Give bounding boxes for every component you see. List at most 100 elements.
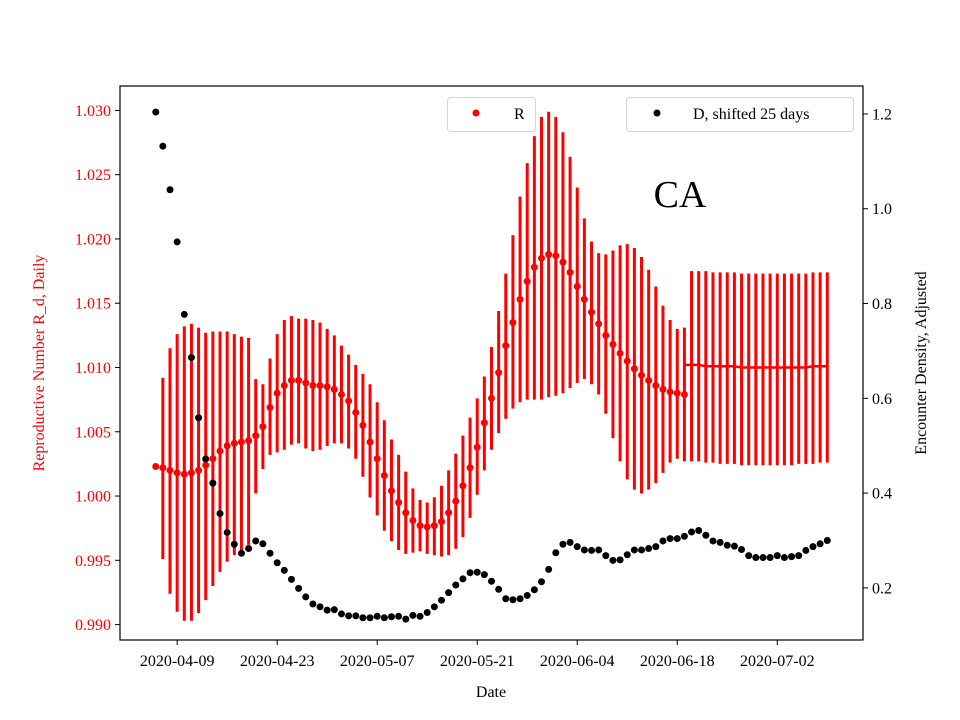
left-y-axis: 0.990 0.995 1.000 1.005 1.010 1.015 1.020 1.025… — [75, 103, 120, 634]
r-point — [430, 522, 438, 530]
d-point — [480, 571, 488, 579]
d-point — [180, 310, 188, 318]
right-y-axis: 0.2 0.4 0.6 0.8 1.0 1.2 — [863, 106, 892, 597]
d-point — [802, 546, 810, 554]
r-point — [266, 403, 274, 411]
d-point — [195, 414, 203, 422]
d-point — [345, 612, 353, 620]
left-y-tick-label: 1.015 — [75, 296, 111, 313]
d-point — [823, 536, 831, 544]
plot-marks — [152, 108, 831, 623]
r-point — [323, 383, 331, 391]
r-point — [187, 469, 195, 477]
r-point — [166, 466, 174, 474]
r-point — [173, 469, 181, 477]
x-tick-label: 2020-07-02 — [740, 653, 815, 670]
d-point — [652, 543, 660, 551]
d-point — [623, 551, 631, 559]
r-point — [573, 283, 581, 291]
d-point — [516, 595, 524, 603]
right-y-axis-label: Encounter Density, Adjusted — [913, 271, 930, 454]
d-point — [488, 577, 495, 585]
r-point — [423, 523, 431, 531]
r-point — [595, 320, 603, 328]
r-point — [395, 498, 403, 506]
d-point — [166, 186, 174, 194]
d-point — [159, 142, 167, 150]
r-point — [502, 342, 510, 350]
r-point — [566, 268, 574, 276]
r-point — [280, 381, 288, 389]
r-point — [473, 443, 481, 451]
d-point — [738, 545, 746, 553]
legend-r-label: R — [514, 106, 525, 123]
legend-d: D, shifted 25 days — [626, 97, 854, 132]
d-point — [380, 614, 388, 622]
left-y-tick-label: 1.005 — [75, 424, 111, 441]
r-point — [445, 509, 453, 517]
r-point — [245, 437, 253, 445]
r-point — [495, 369, 503, 377]
r-point — [530, 263, 538, 271]
d-point — [588, 546, 596, 554]
d-point — [445, 589, 453, 597]
r-point — [645, 376, 653, 384]
r-point — [180, 470, 188, 478]
d-point — [595, 546, 603, 554]
state-annotation: CA — [654, 174, 707, 216]
r-point — [552, 252, 560, 260]
d-point — [252, 537, 260, 545]
d-point — [766, 554, 774, 562]
d-point — [309, 600, 317, 608]
r-point — [416, 522, 424, 530]
d-point — [152, 108, 160, 116]
d-point — [237, 549, 245, 557]
d-point — [552, 549, 560, 557]
d-point — [645, 545, 653, 553]
legend-r-box — [447, 97, 536, 132]
r-point — [409, 516, 417, 524]
d-point — [230, 540, 238, 548]
r-point — [452, 497, 460, 505]
d-point — [430, 603, 438, 611]
d-point — [173, 238, 181, 246]
r-point — [523, 277, 531, 285]
d-point — [316, 603, 324, 611]
r-projection-line — [684, 363, 828, 369]
right-y-tick-label: 0.4 — [872, 486, 892, 503]
d-point — [659, 537, 667, 545]
r-point — [202, 461, 210, 469]
left-y-tick-label: 1.025 — [75, 167, 111, 184]
d-point — [716, 538, 724, 546]
d-point — [287, 575, 295, 583]
left-y-tick-label: 0.995 — [75, 553, 111, 570]
right-y-tick-label: 1.0 — [872, 201, 892, 218]
d-point — [630, 546, 638, 554]
r-point — [237, 438, 245, 446]
r-point — [509, 319, 517, 327]
d-point — [495, 585, 503, 593]
d-point — [280, 566, 288, 574]
d-point — [580, 546, 588, 554]
d-point — [759, 554, 767, 562]
x-tick-label: 2020-05-07 — [340, 653, 415, 670]
d-point — [373, 612, 381, 620]
r-point — [337, 390, 345, 398]
r-point — [352, 408, 360, 416]
left-y-tick-label: 1.010 — [75, 360, 111, 377]
r-point — [673, 389, 681, 397]
r-point — [630, 365, 638, 373]
d-point — [409, 611, 417, 619]
d-point — [323, 606, 331, 614]
r-point — [216, 447, 224, 455]
r-point — [366, 438, 374, 446]
d-point — [359, 614, 367, 622]
d-point — [330, 606, 338, 614]
r-point — [580, 295, 588, 303]
d-point — [452, 581, 460, 589]
d-point — [616, 556, 624, 564]
r-point — [209, 455, 217, 463]
r-point — [638, 371, 646, 379]
d-point — [466, 569, 474, 577]
